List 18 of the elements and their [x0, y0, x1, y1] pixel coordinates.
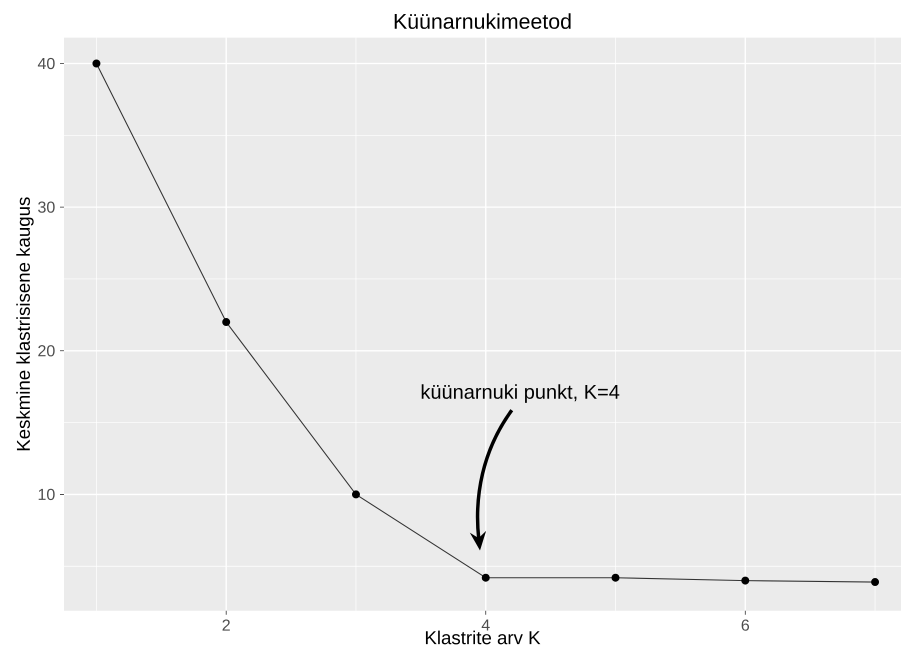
point: [92, 60, 100, 68]
chart-title: Küünarnukimeetod: [394, 13, 571, 30]
point: [612, 574, 620, 582]
point: [222, 318, 230, 326]
y-tick-label: 10: [38, 488, 55, 500]
y-tick-label: 30: [38, 202, 55, 213]
annotation: küünarnuki punkt, K=4: [422, 384, 620, 403]
x-axis-title: Klastrite arv K: [426, 630, 540, 644]
x-tick-label: 6: [742, 620, 750, 631]
point: [352, 490, 360, 499]
y-tick-label: 20: [38, 345, 55, 357]
point: [741, 576, 750, 585]
x-tick-label: 2: [222, 620, 230, 631]
point: [871, 578, 880, 586]
x-tick-label: 4: [482, 620, 490, 631]
y-axis-title: Keskmine klastrisisene kaugus: [16, 197, 34, 450]
point: [482, 574, 490, 582]
y-tick-label: 40: [38, 58, 55, 70]
